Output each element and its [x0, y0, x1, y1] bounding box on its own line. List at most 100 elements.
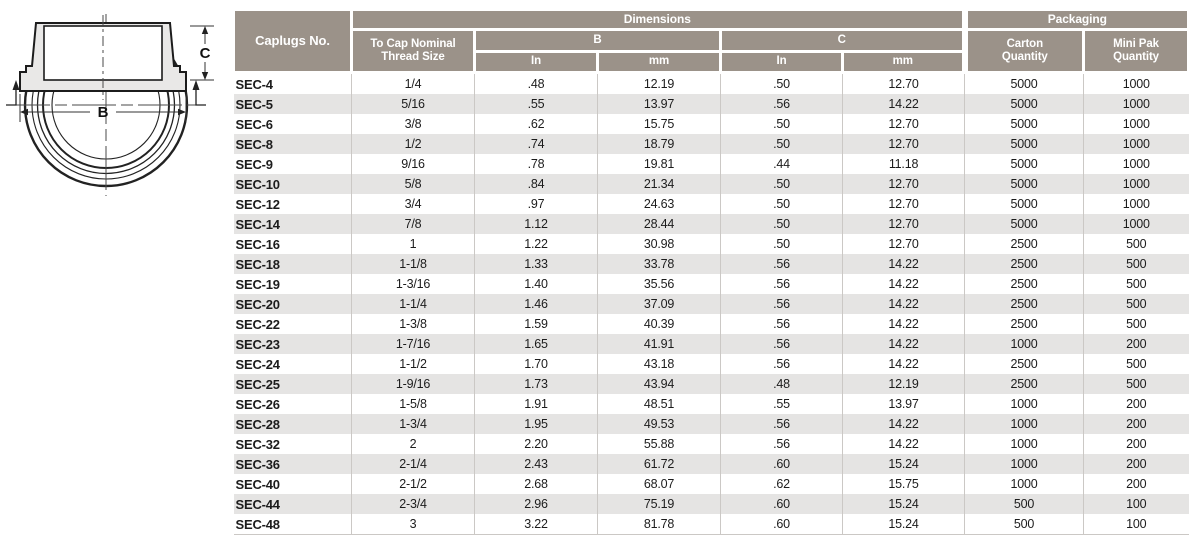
cell-thread-size: 1-1/8 — [351, 254, 475, 274]
cell-b-in: .48 — [474, 72, 598, 94]
cell-mini-pak-qty: 200 — [1083, 474, 1189, 494]
cell-mini-pak-qty: 1000 — [1083, 134, 1189, 154]
col-header-c: C — [718, 28, 967, 53]
col-header-b: B — [473, 28, 722, 53]
cell-carton-qty: 1000 — [964, 394, 1084, 414]
cell-mini-pak-qty: 500 — [1083, 374, 1189, 394]
cell-thread-size: 9/16 — [351, 154, 475, 174]
table-row: SEC-20 1-1/4 1.46 37.09.56 14.22 2500 500 — [233, 294, 1189, 314]
section-arrow-right-icon — [192, 80, 200, 90]
cell-mini-pak-qty: 500 — [1083, 234, 1189, 254]
cell-caplugs-no: SEC-6 — [235, 116, 273, 132]
cell-b-mm: 61.72 — [597, 454, 721, 474]
cell-c-mm: 12.70 — [841, 234, 965, 254]
table-row: SEC-24 1-1/2 1.70 43.18.56 14.22 2500 500 — [234, 354, 1189, 374]
cell-caplugs-no: SEC-22 — [235, 316, 281, 332]
cell-carton-qty: 1000 — [964, 474, 1084, 494]
cell-b-mm: 75.19 — [597, 494, 721, 514]
col-header-c-in: In — [719, 50, 844, 74]
cell-c-in: .50 — [720, 72, 843, 94]
cell-b-in: 1.65 — [474, 334, 598, 354]
cell-c-in: .56 — [720, 334, 843, 354]
cell-b-mm: 19.81 — [597, 154, 721, 174]
cell-c-in: .50 — [720, 234, 843, 254]
cell-mini-pak-qty: 500 — [1083, 274, 1189, 294]
cell-carton-qty: 1000 — [964, 434, 1084, 454]
cell-caplugs-no: SEC-5 — [233, 94, 352, 114]
cell-c-mm: 15.75 — [841, 474, 965, 494]
table-row: SEC-14 7/8 1.12 28.44.50 12.70 5000 1000 — [233, 214, 1189, 234]
cell-c-mm: 12.19 — [841, 374, 965, 394]
cell-carton-qty: 5000 — [964, 134, 1084, 154]
cell-c-mm: 12.70 — [841, 72, 965, 94]
cell-thread-size: 1-7/16 — [351, 334, 475, 354]
cell-mini-pak-qty: 100 — [1083, 514, 1189, 535]
cell-caplugs-no: SEC-8 — [233, 134, 352, 154]
cell-carton-qty: 1000 — [964, 414, 1084, 434]
cell-c-in: .56 — [720, 254, 843, 274]
cell-c-mm: 12.70 — [841, 114, 965, 134]
col-header-b-mm: mm — [596, 50, 722, 74]
cell-mini-pak-qty: 1000 — [1083, 72, 1189, 94]
dim-c-arrow-up-icon — [201, 26, 209, 34]
cell-c-mm: 15.24 — [841, 514, 965, 535]
group-header-dimensions: Dimensions — [349, 8, 967, 31]
cell-c-mm: 14.22 — [841, 314, 965, 334]
table-body: SEC-4 1/4.48 12.19.50 12.70 5000 1000 SEC-5 5/1… — [233, 72, 1189, 535]
dim-b-label: B — [98, 104, 109, 121]
table-row: SEC-40 2-1/2 2.68 68.07.62 15.75 1000 200 — [234, 474, 1189, 494]
cell-caplugs-no: SEC-18 — [233, 254, 352, 274]
cell-b-mm: 13.97 — [597, 94, 721, 114]
dim-c-arrow-down-icon — [201, 72, 209, 80]
cell-b-in: 1.46 — [474, 294, 598, 314]
col-header-carton-quantity: Carton Quantity — [961, 28, 1086, 74]
cell-mini-pak-qty: 200 — [1083, 454, 1189, 474]
cell-caplugs-no: SEC-16 — [235, 236, 281, 252]
cell-thread-size: 2-1/4 — [351, 454, 475, 474]
cell-caplugs-no: SEC-23 — [233, 334, 352, 354]
cell-b-in: 1.12 — [474, 214, 598, 234]
cell-mini-pak-qty: 500 — [1083, 254, 1189, 274]
cell-carton-qty: 5000 — [964, 174, 1084, 194]
cell-b-mm: 18.79 — [597, 134, 721, 154]
cell-mini-pak-qty: 200 — [1083, 334, 1189, 354]
cell-b-in: .78 — [474, 154, 598, 174]
cell-mini-pak-qty: 1000 — [1083, 94, 1189, 114]
dim-b-arrow-left-icon — [20, 108, 28, 116]
cell-c-in: .56 — [720, 354, 843, 374]
cell-b-mm: 12.19 — [597, 72, 721, 94]
cell-caplugs-no: SEC-19 — [235, 276, 281, 292]
cell-b-mm: 24.63 — [597, 194, 721, 214]
cell-b-mm: 40.39 — [597, 314, 721, 334]
cell-b-in: 1.70 — [474, 354, 598, 374]
cell-carton-qty: 1000 — [964, 454, 1084, 474]
cell-carton-qty: 2500 — [964, 294, 1084, 314]
cell-thread-size: 1-3/4 — [351, 414, 475, 434]
cell-thread-size: 1-3/8 — [351, 314, 475, 334]
cell-b-in: 2.96 — [474, 494, 598, 514]
cell-thread-size: 1-1/2 — [351, 354, 475, 374]
cell-mini-pak-qty: 1000 — [1083, 154, 1189, 174]
cell-caplugs-no: SEC-24 — [235, 356, 281, 372]
cell-c-in: .50 — [720, 134, 843, 154]
cell-caplugs-no: SEC-28 — [233, 414, 352, 434]
cell-mini-pak-qty: 100 — [1083, 494, 1189, 514]
cell-caplugs-no: SEC-4 — [235, 76, 273, 92]
cell-c-in: .60 — [720, 494, 843, 514]
cell-carton-qty: 2500 — [964, 354, 1084, 374]
section-indicator-right — [195, 89, 206, 106]
cell-carton-qty: 5000 — [964, 72, 1084, 94]
cell-thread-size: 1-3/16 — [351, 274, 475, 294]
cell-c-mm: 15.24 — [841, 454, 965, 474]
cell-caplugs-no: SEC-12 — [235, 196, 281, 212]
cell-c-in: .56 — [720, 434, 843, 454]
cell-b-in: .62 — [474, 114, 598, 134]
cell-b-in: 1.33 — [474, 254, 598, 274]
cap-side-section-drawing: C B — [19, 15, 214, 122]
cell-carton-qty: 500 — [964, 514, 1084, 535]
cell-c-mm: 11.18 — [841, 154, 965, 174]
cell-mini-pak-qty: 500 — [1083, 314, 1189, 334]
cell-caplugs-no: SEC-9 — [235, 156, 273, 172]
table-row: SEC-32 2 2.20 55.88.56 14.22 1000 200 — [234, 434, 1189, 454]
cell-c-in: .56 — [720, 414, 843, 434]
